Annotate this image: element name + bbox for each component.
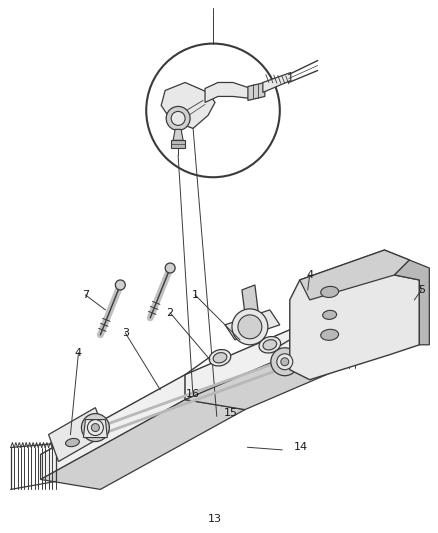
Circle shape [165,263,175,273]
Ellipse shape [321,329,339,341]
Text: 7: 7 [82,290,89,300]
Polygon shape [185,330,290,400]
Polygon shape [300,250,410,300]
Text: 14: 14 [294,442,308,452]
Circle shape [277,354,293,370]
Polygon shape [83,419,107,438]
Ellipse shape [321,286,339,297]
Circle shape [92,424,99,432]
Circle shape [171,111,185,125]
Text: 16: 16 [186,389,200,399]
Circle shape [115,280,125,290]
Text: 1: 1 [191,290,198,300]
Polygon shape [185,330,350,385]
Polygon shape [173,130,183,140]
Text: 2: 2 [166,308,174,318]
Ellipse shape [263,340,277,350]
Circle shape [146,44,280,177]
Polygon shape [49,408,106,462]
Ellipse shape [323,310,337,319]
Polygon shape [248,83,265,100]
Circle shape [238,315,262,339]
Text: 5: 5 [418,285,425,295]
Circle shape [166,107,190,131]
Polygon shape [161,83,215,128]
Ellipse shape [66,439,79,447]
Polygon shape [205,83,251,102]
Text: 15: 15 [224,408,238,418]
Circle shape [271,348,299,376]
Polygon shape [395,260,429,345]
Text: 3: 3 [122,328,129,338]
Polygon shape [41,375,185,480]
Polygon shape [171,140,185,148]
Text: 13: 13 [208,514,222,524]
Text: 4: 4 [75,348,82,358]
Polygon shape [185,355,350,410]
Ellipse shape [213,353,227,363]
Polygon shape [41,400,245,489]
Polygon shape [263,72,291,92]
Polygon shape [225,310,280,340]
Polygon shape [242,285,260,330]
Circle shape [81,414,110,441]
Circle shape [281,358,289,366]
Polygon shape [290,250,419,379]
Polygon shape [41,375,245,464]
Ellipse shape [259,336,281,353]
Circle shape [88,419,103,435]
Ellipse shape [209,350,231,366]
Circle shape [232,309,268,345]
Text: 4: 4 [306,270,313,280]
